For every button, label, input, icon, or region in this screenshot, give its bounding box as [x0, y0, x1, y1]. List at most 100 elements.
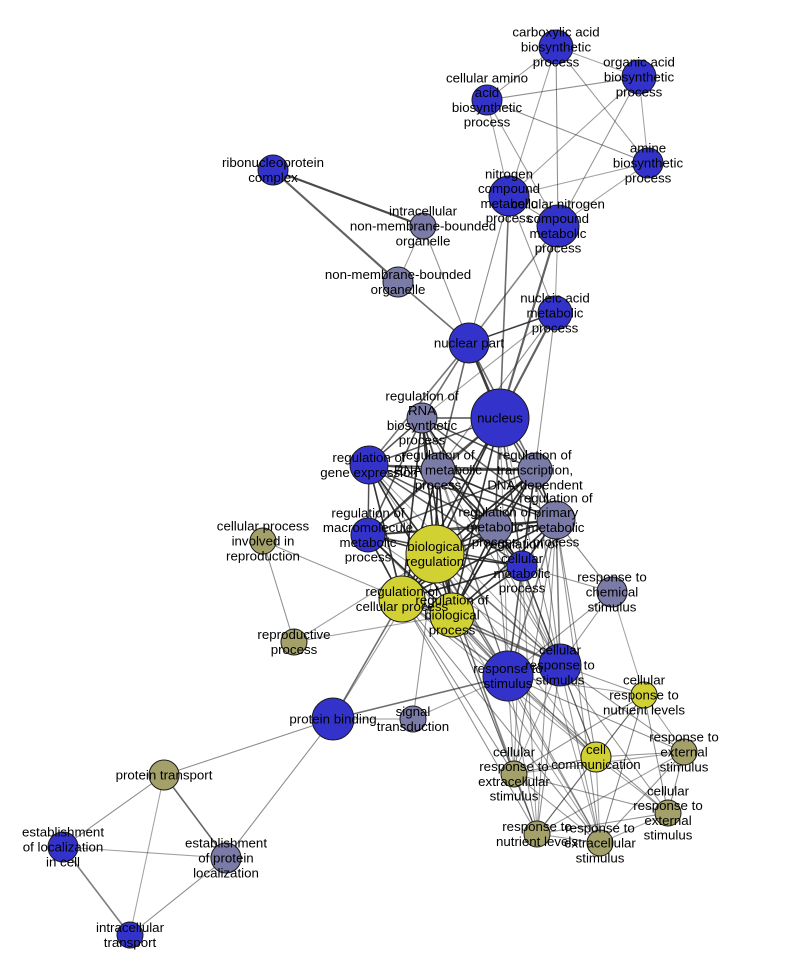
- svg-text:regulation of: regulation of: [385, 388, 458, 403]
- svg-text:response to: response to: [479, 759, 548, 774]
- svg-text:response to: response to: [649, 730, 718, 745]
- svg-text:complex: complex: [248, 170, 298, 185]
- svg-text:process: process: [533, 54, 580, 69]
- svg-text:stimulus: stimulus: [484, 676, 533, 691]
- svg-text:establishment: establishment: [22, 825, 104, 840]
- svg-text:cellular process: cellular process: [356, 599, 449, 614]
- svg-text:extracellular: extracellular: [478, 774, 550, 789]
- svg-text:non-membrane-bounded: non-membrane-bounded: [325, 267, 471, 282]
- svg-text:organic acid: organic acid: [603, 55, 675, 70]
- svg-text:process: process: [429, 622, 476, 637]
- svg-text:process: process: [399, 433, 446, 448]
- svg-text:metabolic: metabolic: [494, 566, 551, 581]
- svg-text:regulation of: regulation of: [519, 490, 592, 505]
- svg-text:response to: response to: [565, 821, 634, 836]
- svg-text:process: process: [415, 477, 462, 492]
- svg-text:nucleus: nucleus: [477, 411, 523, 426]
- svg-text:metabolic: metabolic: [340, 535, 397, 550]
- svg-text:cellular: cellular: [623, 673, 666, 688]
- svg-text:stimulus: stimulus: [536, 672, 585, 687]
- svg-text:compound: compound: [478, 181, 540, 196]
- svg-text:acid: acid: [475, 85, 499, 100]
- svg-text:cellular amino: cellular amino: [446, 70, 528, 85]
- svg-text:extracellular: extracellular: [564, 836, 636, 851]
- svg-text:protein binding: protein binding: [289, 712, 376, 727]
- svg-text:reproductive: reproductive: [257, 627, 330, 642]
- svg-text:amine: amine: [630, 141, 666, 156]
- svg-text:metabolic: metabolic: [527, 306, 584, 321]
- svg-text:transduction: transduction: [377, 719, 449, 734]
- svg-text:stimulus: stimulus: [660, 759, 709, 774]
- svg-text:biosynthetic: biosynthetic: [452, 100, 523, 115]
- svg-text:regulation: regulation: [406, 554, 464, 569]
- svg-text:cellular: cellular: [647, 783, 690, 798]
- svg-text:RNA metabolic: RNA metabolic: [394, 463, 482, 478]
- svg-text:process: process: [616, 84, 663, 99]
- svg-text:biological: biological: [407, 539, 462, 554]
- svg-text:regulation of: regulation of: [331, 505, 404, 520]
- svg-text:cell: cell: [586, 742, 606, 757]
- svg-text:transport: transport: [104, 935, 157, 950]
- svg-text:process: process: [532, 320, 579, 335]
- svg-text:process: process: [625, 170, 672, 185]
- svg-text:cellular: cellular: [539, 643, 582, 658]
- svg-text:of protein: of protein: [198, 851, 253, 866]
- svg-text:stimulus: stimulus: [644, 828, 693, 843]
- svg-text:primary: primary: [534, 505, 579, 520]
- svg-text:response to: response to: [609, 688, 678, 703]
- svg-text:response to: response to: [502, 819, 571, 834]
- svg-text:RNA: RNA: [408, 403, 436, 418]
- svg-text:stimulus: stimulus: [576, 850, 625, 865]
- svg-text:regulation of: regulation of: [365, 584, 438, 599]
- svg-text:carboxylic acid: carboxylic acid: [512, 25, 599, 40]
- svg-text:organelle: organelle: [371, 282, 426, 297]
- svg-text:localization: localization: [193, 865, 259, 880]
- svg-text:cellular process: cellular process: [217, 519, 310, 534]
- svg-text:stimulus: stimulus: [588, 599, 637, 614]
- svg-text:response to: response to: [577, 570, 646, 585]
- svg-text:intracellular: intracellular: [96, 920, 165, 935]
- svg-text:biosynthetic: biosynthetic: [613, 156, 684, 171]
- svg-text:protein transport: protein transport: [116, 768, 213, 783]
- svg-text:communication: communication: [551, 757, 640, 772]
- svg-text:metabolic: metabolic: [530, 226, 587, 241]
- svg-text:cellular: cellular: [501, 551, 544, 566]
- svg-text:transcription,: transcription,: [497, 463, 573, 478]
- svg-text:response to: response to: [473, 661, 542, 676]
- svg-text:regulation of: regulation of: [485, 536, 558, 551]
- svg-text:nucleic acid: nucleic acid: [520, 291, 589, 306]
- svg-text:involved in: involved in: [232, 534, 295, 549]
- svg-text:biosynthetic: biosynthetic: [604, 70, 675, 85]
- svg-text:establishment: establishment: [185, 836, 267, 851]
- svg-text:metabolic: metabolic: [467, 520, 524, 535]
- svg-text:process: process: [271, 642, 318, 657]
- svg-text:process: process: [464, 115, 511, 130]
- svg-text:biosynthetic: biosynthetic: [387, 418, 458, 433]
- svg-text:macromolecule: macromolecule: [323, 520, 413, 535]
- svg-text:compound: compound: [527, 211, 589, 226]
- svg-text:stimulus: stimulus: [490, 789, 539, 804]
- svg-text:nitrogen: nitrogen: [485, 166, 533, 181]
- svg-text:cellular: cellular: [493, 744, 536, 759]
- svg-text:regulation of: regulation of: [401, 448, 474, 463]
- svg-text:of localization: of localization: [23, 840, 104, 855]
- svg-text:in cell: in cell: [46, 854, 80, 869]
- svg-text:nuclear part: nuclear part: [434, 336, 505, 351]
- svg-text:external: external: [644, 813, 691, 828]
- svg-text:non-membrane-bounded: non-membrane-bounded: [350, 219, 496, 234]
- svg-text:external: external: [660, 745, 707, 760]
- svg-text:metabolic: metabolic: [528, 520, 585, 535]
- svg-text:regulation of: regulation of: [498, 448, 571, 463]
- svg-text:response to: response to: [633, 798, 702, 813]
- svg-text:process: process: [499, 581, 546, 596]
- svg-text:ribonucleoprotein: ribonucleoprotein: [222, 155, 324, 170]
- svg-text:intracellular: intracellular: [389, 204, 458, 219]
- svg-text:regulation of: regulation of: [458, 505, 531, 520]
- svg-text:reproduction: reproduction: [226, 548, 300, 563]
- svg-text:signal: signal: [396, 704, 431, 719]
- svg-text:process: process: [535, 241, 582, 256]
- svg-text:process: process: [345, 550, 392, 565]
- svg-text:cellular nitrogen: cellular nitrogen: [511, 196, 605, 211]
- svg-text:biosynthetic: biosynthetic: [521, 40, 592, 55]
- svg-text:chemical: chemical: [586, 585, 639, 600]
